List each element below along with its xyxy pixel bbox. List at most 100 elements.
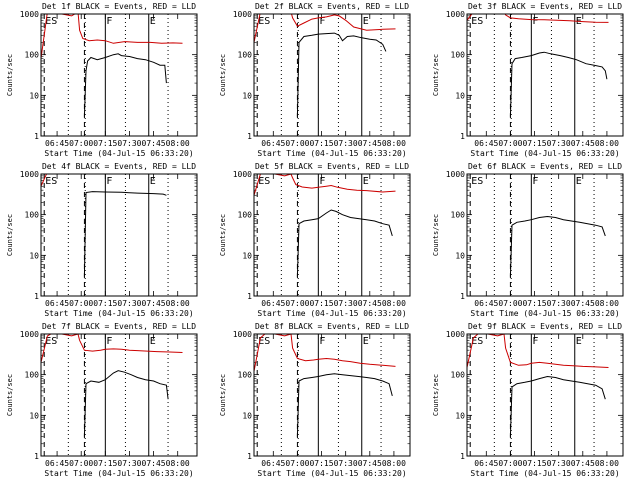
x-tick-label: 07:45 [358, 459, 382, 468]
event-marker-label: ES [258, 16, 270, 27]
x-tick-label: 07:30 [334, 459, 358, 468]
detector-panel-8: Det 8f BLACK = Events, RED = LLD Counts/s… [219, 322, 410, 478]
x-axis-label: Start Time (04-Jul-15 06:33:20) [257, 469, 406, 478]
y-tick-label: 100 [25, 51, 40, 60]
x-tick-label: 06:45 [474, 299, 498, 308]
series-line-events [297, 374, 392, 437]
x-tick-label: 07:00 [498, 299, 522, 308]
y-tick-label: 1 [34, 452, 39, 461]
y-tick-label: 100 [25, 211, 40, 220]
y-tick-label: 1 [460, 292, 465, 301]
y-axis-label: Counts/sec [219, 374, 227, 416]
x-tick-label: 08:00 [166, 139, 190, 148]
x-tick-label: 08:00 [166, 299, 190, 308]
y-axis-label: Counts/sec [6, 214, 14, 256]
detector-panel-3: Det 3f BLACK = Events, RED = LLD Counts/s… [432, 2, 623, 158]
x-tick-label: 07:15 [309, 459, 333, 468]
detector-panel-1: Det 1f BLACK = Events, RED = LLD Counts/s… [6, 2, 197, 158]
x-tick-label: 07:15 [93, 299, 117, 308]
x-tick-label: 07:00 [69, 299, 93, 308]
x-tick-label: 07:00 [69, 139, 93, 148]
y-axis-label: Counts/sec [219, 54, 227, 96]
y-axis-label: Counts/sec [432, 54, 440, 96]
event-marker-label: ES [45, 176, 57, 187]
panel-title: Det 7f BLACK = Events, RED = LLD [42, 322, 196, 331]
y-tick-label: 1 [34, 132, 39, 141]
x-tick-label: 06:45 [261, 139, 285, 148]
y-axis-label: Counts/sec [219, 214, 227, 256]
x-tick-label: 07:00 [69, 459, 93, 468]
x-tick-label: 06:45 [45, 459, 69, 468]
x-tick-label: 08:00 [382, 139, 406, 148]
detector-panel-4: Det 4f BLACK = Events, RED = LLD Counts/s… [6, 162, 197, 318]
x-tick-label: 07:30 [547, 459, 571, 468]
event-marker-label: F [319, 336, 325, 347]
x-axis-label: Start Time (04-Jul-15 06:33:20) [470, 309, 619, 318]
x-tick-label: 07:15 [309, 299, 333, 308]
plot-frame [467, 174, 623, 296]
event-marker-label: E [576, 336, 582, 347]
x-tick-label: 07:00 [285, 459, 309, 468]
y-tick-label: 1000 [20, 330, 39, 339]
event-marker-label: F [319, 176, 325, 187]
x-axis-label: Start Time (04-Jul-15 06:33:20) [257, 149, 406, 158]
x-tick-label: 07:45 [142, 299, 166, 308]
y-tick-label: 10 [242, 91, 252, 100]
y-tick-label: 1 [460, 132, 465, 141]
y-tick-label: 1 [247, 292, 252, 301]
y-tick-label: 1000 [446, 170, 465, 179]
series-line-events [84, 54, 166, 117]
y-tick-label: 100 [238, 211, 253, 220]
panel-title: Det 8f BLACK = Events, RED = LLD [255, 322, 409, 331]
y-tick-label: 10 [242, 411, 252, 420]
x-tick-label: 08:00 [595, 139, 619, 148]
x-tick-label: 08:00 [166, 459, 190, 468]
x-axis-label: Start Time (04-Jul-15 06:33:20) [470, 149, 619, 158]
event-marker-label: ES [471, 176, 483, 187]
y-tick-label: 1000 [446, 330, 465, 339]
plot-frame [254, 174, 410, 296]
y-tick-label: 10 [29, 91, 39, 100]
y-tick-label: 100 [238, 51, 253, 60]
x-tick-label: 08:00 [595, 299, 619, 308]
event-marker-label: F [532, 176, 538, 187]
event-marker-label: F [532, 16, 538, 27]
event-marker-label: E [150, 336, 156, 347]
y-axis-label: Counts/sec [432, 374, 440, 416]
x-tick-label: 08:00 [382, 299, 406, 308]
event-marker-label: F [106, 16, 112, 27]
x-tick-label: 07:30 [334, 139, 358, 148]
plot-frame [467, 334, 623, 456]
plot-frame [467, 14, 623, 136]
y-axis-label: Counts/sec [6, 374, 14, 416]
x-tick-label: 07:15 [93, 139, 117, 148]
series-line-events [297, 210, 392, 277]
y-tick-label: 100 [25, 371, 40, 380]
event-marker-label: E [150, 16, 156, 27]
y-tick-label: 1000 [233, 170, 252, 179]
x-tick-label: 07:00 [285, 139, 309, 148]
x-tick-label: 07:00 [498, 459, 522, 468]
x-tick-label: 07:15 [93, 459, 117, 468]
event-marker-label: ES [258, 176, 270, 187]
x-tick-label: 07:30 [547, 299, 571, 308]
y-tick-label: 100 [451, 211, 466, 220]
x-tick-label: 06:45 [45, 139, 69, 148]
x-tick-label: 07:15 [522, 459, 546, 468]
event-marker-label: E [150, 176, 156, 187]
y-tick-label: 10 [29, 411, 39, 420]
panel-title: Det 9f BLACK = Events, RED = LLD [468, 322, 622, 331]
panel-title: Det 4f BLACK = Events, RED = LLD [42, 162, 196, 171]
event-marker-label: E [363, 336, 369, 347]
x-tick-label: 06:45 [474, 459, 498, 468]
x-tick-label: 07:45 [571, 139, 595, 148]
x-tick-label: 08:00 [382, 459, 406, 468]
event-marker-label: E [363, 176, 369, 187]
x-axis-label: Start Time (04-Jul-15 06:33:20) [44, 149, 193, 158]
series-line-events [510, 377, 605, 437]
x-tick-label: 06:45 [474, 139, 498, 148]
event-marker-label: E [576, 176, 582, 187]
y-tick-label: 10 [455, 251, 465, 260]
x-axis-label: Start Time (04-Jul-15 06:33:20) [44, 309, 193, 318]
